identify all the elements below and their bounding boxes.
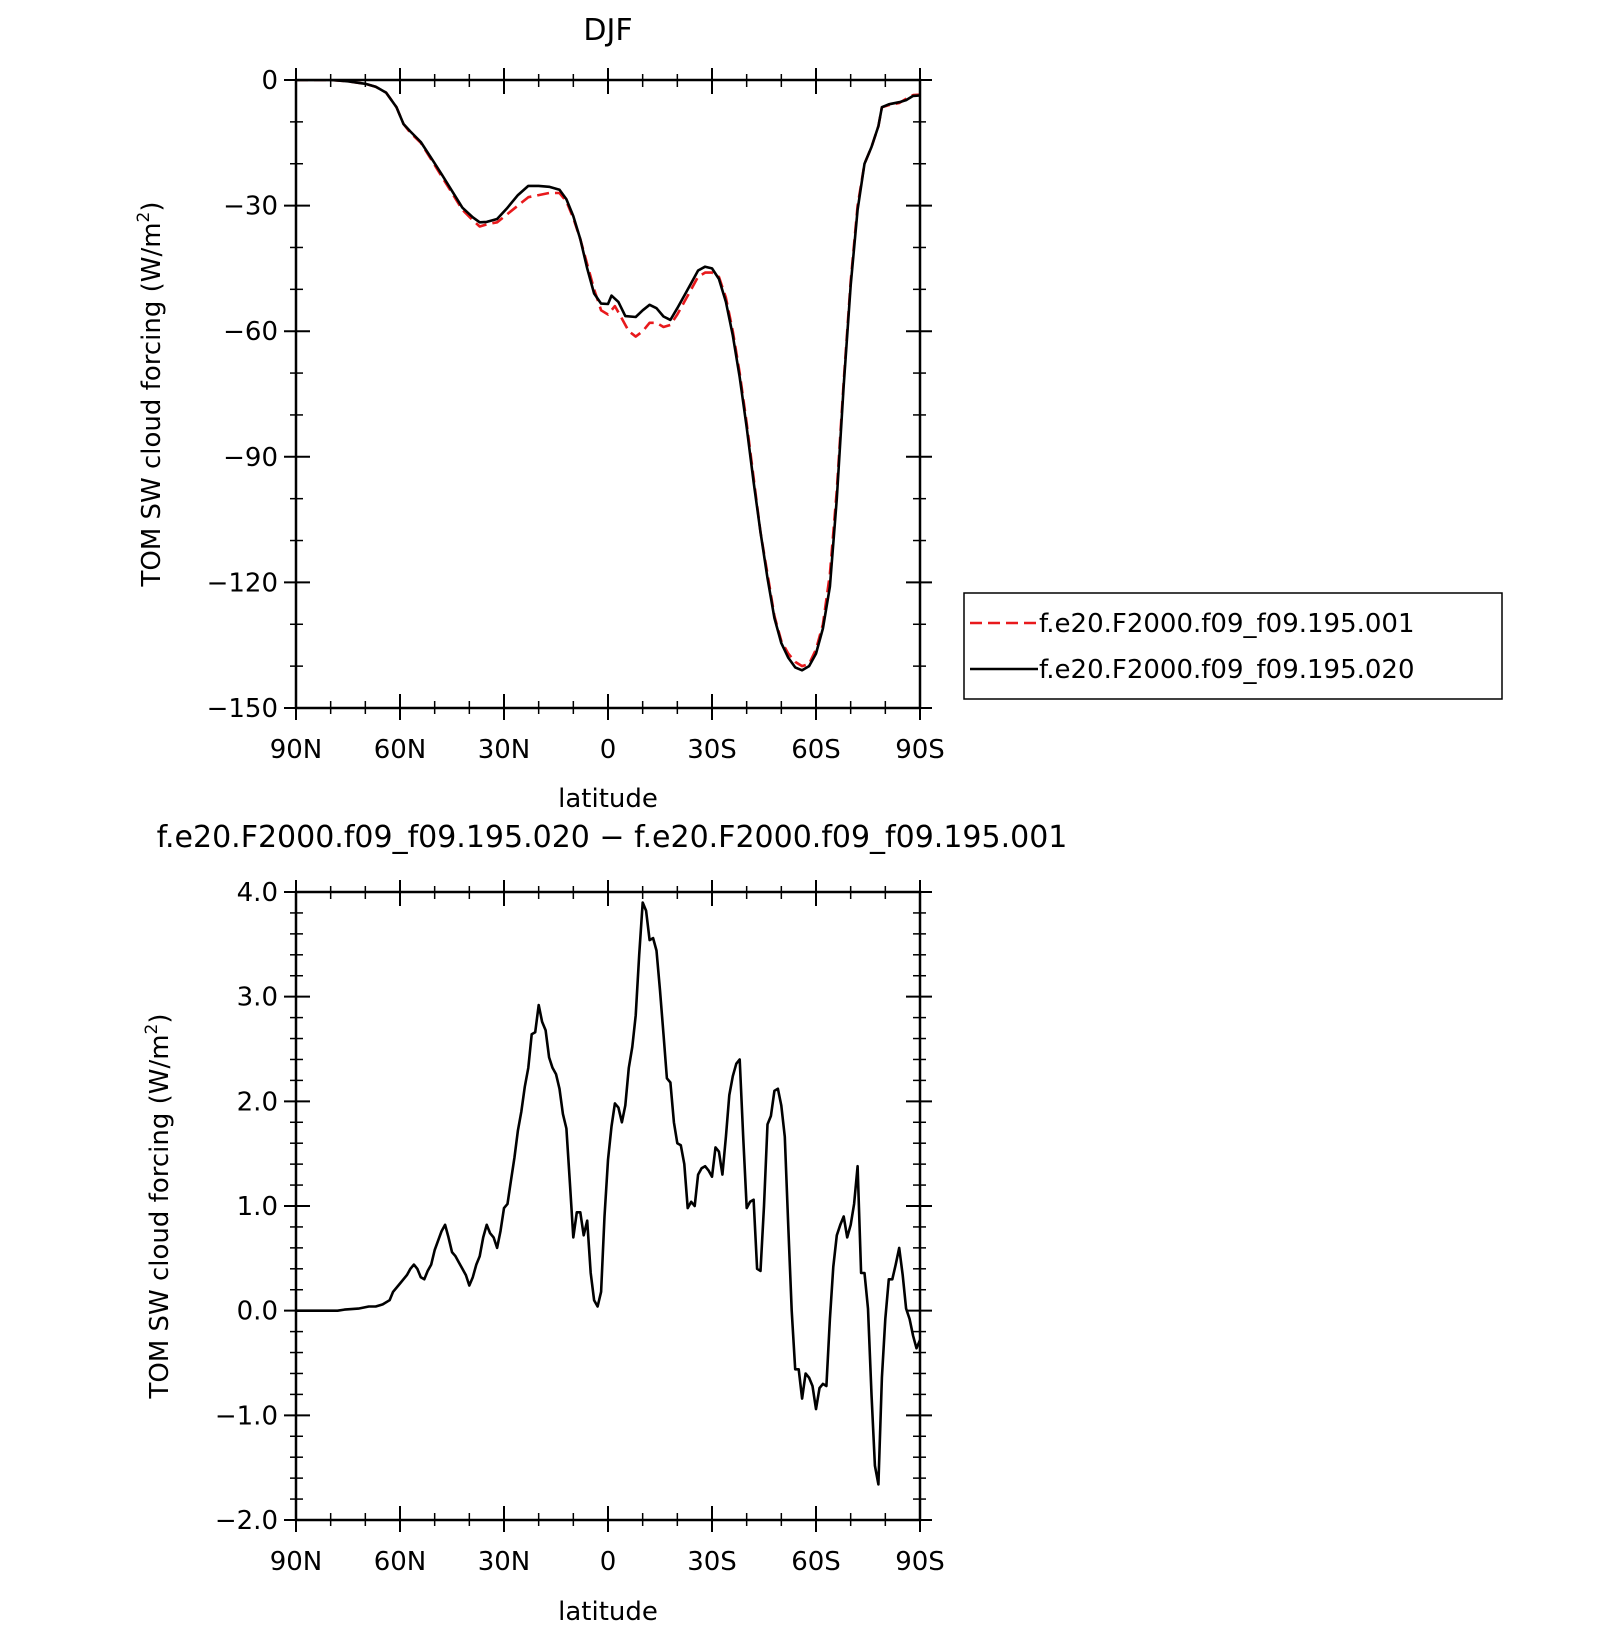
bottom-x-tick-label: 60S <box>791 1547 841 1577</box>
bottom-x-axis-title: latitude <box>558 1597 658 1627</box>
top-x-tick-labels: 90N 60N 30N 0 30S 60S 90S <box>270 735 945 765</box>
top-x-axis-title: latitude <box>558 784 658 814</box>
bottom-y-axis-title: TOM SW cloud forcing (W/m2) <box>142 1013 175 1399</box>
bottom-x-tick-labels: 90N 60N 30N 0 30S 60S 90S <box>270 1547 945 1577</box>
top-panel: DJF 90N 60N 30N 0 30S 60S 90S 0 −30 −60 −90 −120 −1… <box>134 13 1503 814</box>
top-series-group <box>296 80 920 672</box>
bottom-y-tick-labels: 4.0 3.0 2.0 1.0 0.0 −1.0 −2.0 <box>215 878 278 1536</box>
bottom-series-group <box>296 901 920 1486</box>
top-series-line-1 <box>296 80 920 672</box>
top-y-tick-label: −120 <box>207 568 278 598</box>
top-x-tick-label: 90S <box>895 735 945 765</box>
top-series-line-0 <box>296 80 920 668</box>
bottom-chart-title: f.e20.F2000.f09_f09.195.020 − f.e20.F200… <box>157 820 1068 855</box>
top-y-axis-title-main: TOM SW cloud forcing (W/m <box>137 222 167 587</box>
bottom-x-tick-label: 90S <box>895 1547 945 1577</box>
top-y-axis-title-close: ) <box>137 201 167 211</box>
top-y-tick-label: −60 <box>223 317 278 347</box>
bottom-y-tick-label: −2.0 <box>215 1506 278 1536</box>
bottom-y-tick-label: 2.0 <box>237 1087 278 1117</box>
legend-label-020: f.e20.F2000.f09_f09.195.020 <box>1039 655 1415 685</box>
bottom-x-tick-label: 90N <box>270 1547 323 1577</box>
top-chart-title: DJF <box>583 13 632 48</box>
bottom-plot-frame <box>294 890 922 1522</box>
top-y-tick-label: −90 <box>223 443 278 473</box>
bottom-x-tick-label: 30N <box>478 1547 531 1577</box>
top-y-tick-label: −30 <box>223 192 278 222</box>
bottom-y-axis-title-sup: 2 <box>142 1024 162 1035</box>
top-x-tick-label: 30S <box>687 735 737 765</box>
bottom-y-axis-title-main: TOM SW cloud forcing (W/m <box>145 1034 175 1399</box>
bottom-y-tick-label: 3.0 <box>237 983 278 1013</box>
legend-box <box>963 592 1503 700</box>
top-plot-frame <box>294 78 922 710</box>
top-y-tick-labels: 0 −30 −60 −90 −120 −150 <box>207 66 278 724</box>
bottom-y-tick-label: 4.0 <box>237 878 278 908</box>
bottom-x-tick-label: 0 <box>600 1547 617 1577</box>
bottom-panel: f.e20.F2000.f09_f09.195.020 − f.e20.F200… <box>142 820 1067 1627</box>
bottom-series-line-0 <box>296 901 920 1486</box>
bottom-x-tick-label: 30S <box>687 1547 737 1577</box>
top-y-tick-label: −150 <box>207 694 278 724</box>
top-x-tick-label: 90N <box>270 735 323 765</box>
top-y-axis-title-sup: 2 <box>134 212 154 223</box>
legend-label-001: f.e20.F2000.f09_f09.195.001 <box>1039 609 1415 639</box>
bottom-y-tick-label: 1.0 <box>237 1192 278 1222</box>
bottom-y-tick-label: 0.0 <box>237 1297 278 1327</box>
bottom-y-axis-title-close: ) <box>145 1013 175 1023</box>
top-x-tick-label: 60S <box>791 735 841 765</box>
top-axis-ticks <box>284 68 932 720</box>
top-y-axis-title: TOM SW cloud forcing (W/m2) <box>134 201 167 587</box>
top-x-tick-label: 30N <box>478 735 531 765</box>
legend: f.e20.F2000.f09_f09.195.001 f.e20.F2000.… <box>963 592 1503 700</box>
bottom-x-tick-label: 60N <box>374 1547 427 1577</box>
bottom-axis-ticks <box>284 880 932 1532</box>
top-x-tick-label: 0 <box>600 735 617 765</box>
bottom-y-tick-label: −1.0 <box>215 1401 278 1431</box>
top-y-tick-label: 0 <box>261 66 278 96</box>
top-x-tick-label: 60N <box>374 735 427 765</box>
